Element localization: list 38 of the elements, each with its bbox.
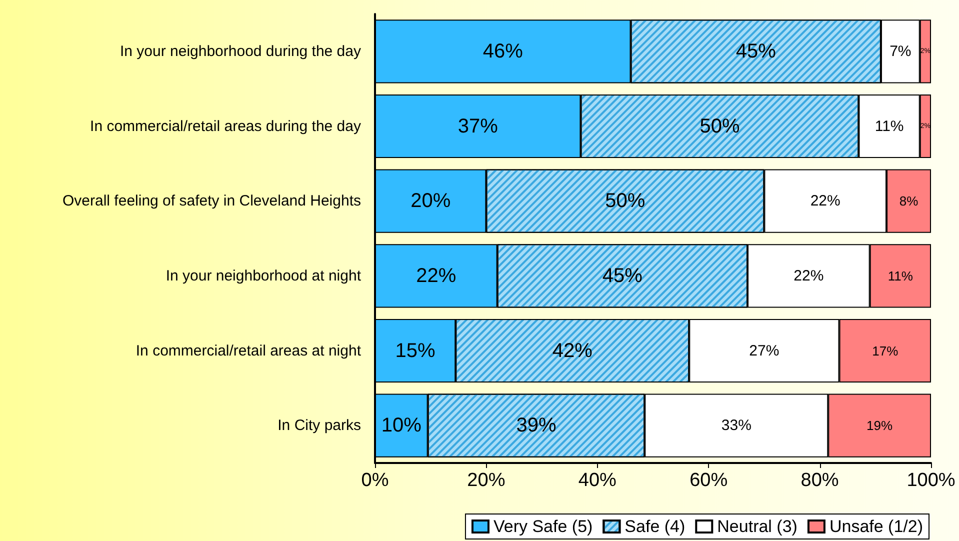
data-label: 42% xyxy=(552,340,593,362)
x-tick-label: 20% xyxy=(467,470,506,491)
data-label: 45% xyxy=(602,264,643,287)
data-label: 17% xyxy=(872,343,899,358)
y-tick-label: In commercial/retail areas at night xyxy=(136,342,362,360)
data-label: 22% xyxy=(794,267,824,284)
data-label: 15% xyxy=(395,340,436,362)
data-label: 20% xyxy=(410,190,451,212)
y-tick-label: In your neighborhood at night xyxy=(166,267,362,284)
data-label: 11% xyxy=(888,268,914,284)
legend-label: Safe (4) xyxy=(624,517,686,536)
data-label: 8% xyxy=(899,194,919,209)
data-label: 45% xyxy=(736,40,776,62)
y-tick-label: In your neighborhood during the day xyxy=(120,42,362,60)
y-tick-label: In City parks xyxy=(278,417,361,434)
data-label: 22% xyxy=(810,192,840,210)
data-label: 33% xyxy=(721,417,752,434)
x-tick-label: 100% xyxy=(906,470,956,491)
data-label: 11% xyxy=(874,118,904,135)
data-label: 50% xyxy=(700,115,740,138)
data-label: 50% xyxy=(605,190,646,212)
x-tick-label: 40% xyxy=(578,470,617,491)
legend-label: Very Safe (5) xyxy=(493,517,593,536)
x-tick-label: 0% xyxy=(361,470,389,491)
data-label: 10% xyxy=(381,414,422,437)
data-label: 7% xyxy=(890,42,912,60)
data-label: 39% xyxy=(516,414,556,437)
data-label: 46% xyxy=(482,40,524,62)
data-label: 37% xyxy=(458,115,498,138)
x-tick-label: 60% xyxy=(690,470,728,491)
data-label: 19% xyxy=(866,418,894,434)
x-tick-label: 80% xyxy=(800,470,839,491)
y-tick-label: Overall feeling of safety in Cleveland Heights xyxy=(62,192,361,210)
data-label: 22% xyxy=(416,264,456,287)
y-tick-label: In commercial/retail areas during the day xyxy=(90,118,362,135)
legend-label: Neutral (3) xyxy=(717,517,798,536)
legend-label: Unsafe (1/2) xyxy=(829,517,924,536)
data-label: 27% xyxy=(749,342,780,360)
